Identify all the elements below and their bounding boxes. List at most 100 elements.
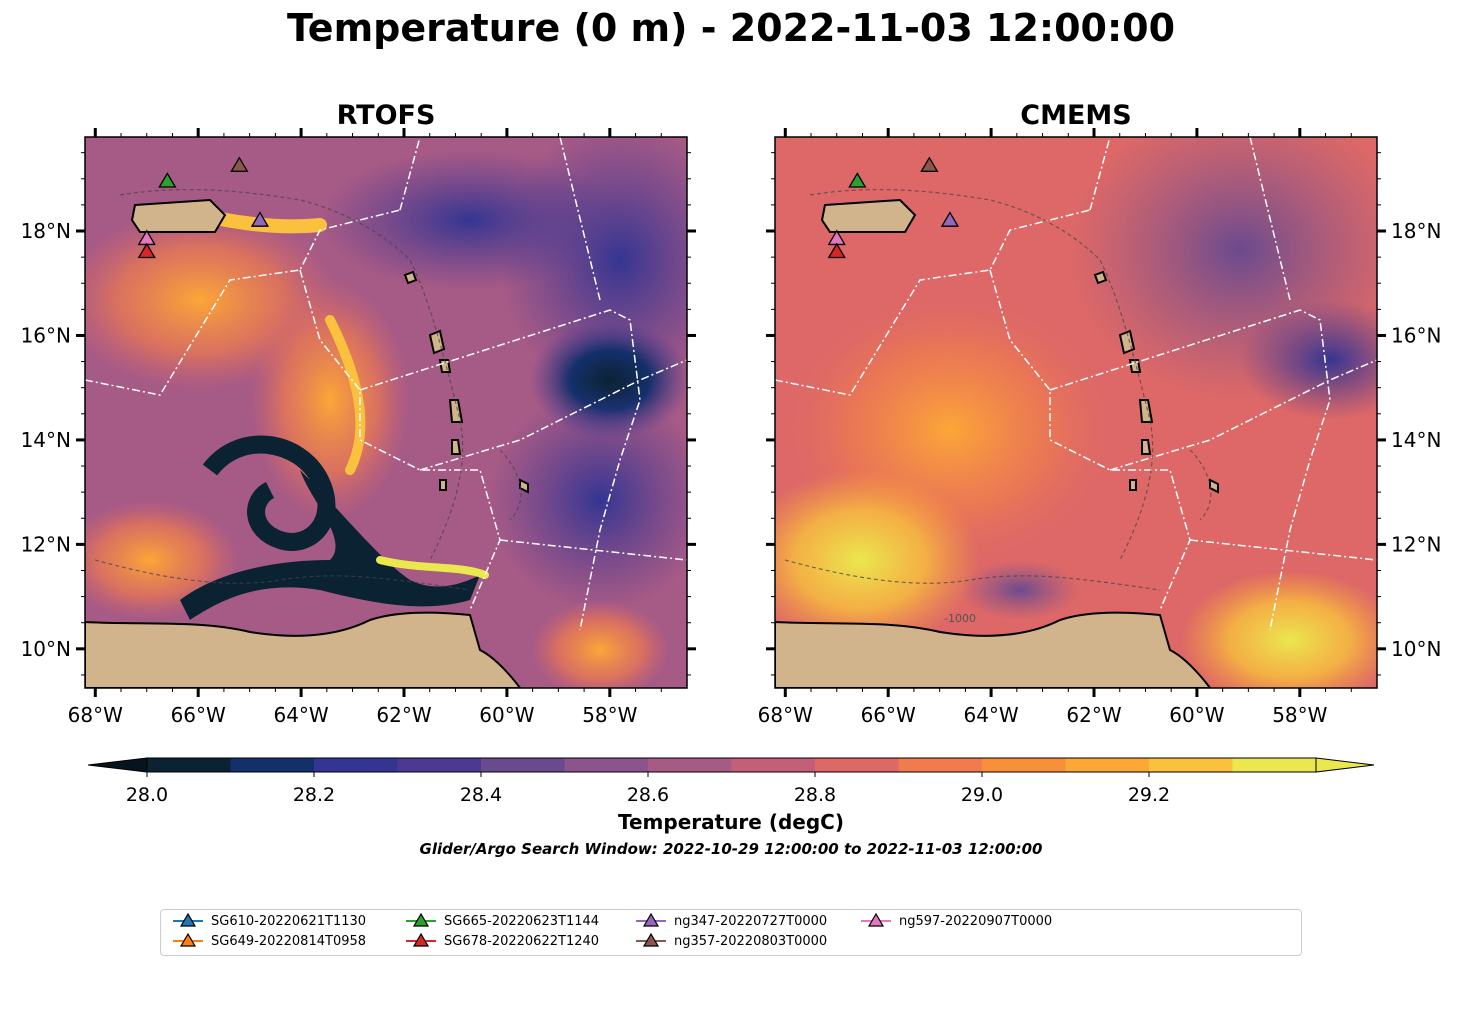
lesser-antilles-land xyxy=(403,270,529,494)
rtofs-warm-streak-central xyxy=(325,315,366,475)
cmems-yellow-southeast xyxy=(1180,570,1377,688)
y-tick-label: 12°N xyxy=(21,532,71,556)
x-tick-label: 64°W xyxy=(273,703,328,727)
legend-entry: SG649-20220814T0958 xyxy=(173,933,366,949)
panel-title-rtofs: RTOFS xyxy=(336,100,436,131)
south-america-land xyxy=(775,611,1212,688)
x-tick-label: 62°W xyxy=(1066,703,1121,727)
legend-entry: SG678-20220622T1240 xyxy=(406,933,599,949)
legend-triangle-icon xyxy=(636,933,666,947)
legend-entry: SG665-20220623T1144 xyxy=(406,913,599,929)
glider-marker xyxy=(250,211,270,227)
y-tick-label: 10°N xyxy=(21,637,71,661)
main-title: Temperature (0 m) - 2022-11-03 12:00:00 xyxy=(286,6,1176,50)
legend-label: ng597-20220907T0000 xyxy=(899,913,1053,929)
x-tick-label: 68°W xyxy=(758,703,813,727)
puerto-rico-land xyxy=(130,198,227,233)
contour-label: -1000 xyxy=(944,612,976,625)
legend-triangle-icon xyxy=(636,913,666,927)
colorbar-bin xyxy=(982,758,1066,772)
legend-entry: ng347-20220727T0000 xyxy=(636,913,827,929)
colorbar-bin xyxy=(648,758,732,772)
x-tick-label: 68°W xyxy=(68,703,123,727)
south-america-land xyxy=(85,611,522,688)
bathymetry-contours-cmems xyxy=(784,188,1212,591)
colorbar-bin xyxy=(481,758,565,772)
legend-triangle-icon xyxy=(406,933,436,947)
land-rtofs xyxy=(85,198,529,688)
colorbar-bin xyxy=(898,758,983,772)
legend-label: SG665-20220623T1144 xyxy=(444,913,600,929)
y-tick-label: 10°N xyxy=(1391,637,1441,661)
colorbar: 28.0 28.2 28.4 28.6 28.8 29.0 29.2 xyxy=(87,757,1375,806)
rtofs-cool-southeast xyxy=(490,390,687,610)
legend-triangle-icon xyxy=(173,913,203,927)
legend-entry: SG610-20220621T1130 xyxy=(173,913,366,929)
colorbar-bin xyxy=(147,758,231,772)
colorbar-tick-label: 28.8 xyxy=(794,784,836,806)
colorbar-tick-label: 29.2 xyxy=(1128,784,1170,806)
colorbar-bin xyxy=(815,758,899,772)
axis-ticks: 68°W 66°W 64°W 62°W 60°W 58°W 18°N 16°N 14°N 12°N… xyxy=(21,128,1441,727)
colorbar-bin xyxy=(1232,758,1317,772)
rtofs-frame xyxy=(84,136,688,689)
colorbar-label: Temperature (degC) xyxy=(618,810,844,834)
colorbar-bin xyxy=(1065,758,1150,772)
legend-entry: ng357-20220803T0000 xyxy=(636,933,827,949)
eez-boundaries-cmems xyxy=(775,137,1377,631)
glider-marker xyxy=(230,156,249,172)
colorbar-frame xyxy=(146,757,1317,773)
y-tick-label: 16°N xyxy=(21,323,71,347)
bathymetry-contours-rtofs xyxy=(94,188,522,591)
y-tick-label: 18°N xyxy=(21,219,71,243)
x-tick-label: 58°W xyxy=(582,703,637,727)
rtofs-map xyxy=(85,137,687,688)
glider-marker xyxy=(158,172,177,188)
colorbar-bin xyxy=(230,758,315,772)
glider-marker xyxy=(940,211,960,227)
glider-marker xyxy=(920,156,939,172)
colorbar-extend-max xyxy=(1315,757,1375,773)
legend-label: SG678-20220622T1240 xyxy=(444,933,600,949)
legend-label: SG649-20220814T0958 xyxy=(211,933,367,949)
land-cmems xyxy=(775,198,1219,688)
glider-marker xyxy=(137,242,156,259)
colorbar-bin xyxy=(1149,758,1233,772)
lesser-antilles-land xyxy=(1093,270,1219,494)
x-tick-label: 64°W xyxy=(963,703,1018,727)
legend-entry: ng597-20220907T0000 xyxy=(861,913,1052,929)
y-tick-label: 14°N xyxy=(1391,428,1441,452)
colorbar-extend-min xyxy=(87,757,148,773)
rtofs-warm-streak-south xyxy=(376,556,489,579)
rtofs-warm-southeast xyxy=(530,600,670,688)
legend-triangle-icon xyxy=(861,913,891,927)
search-window-text: Glider/Argo Search Window: 2022-10-29 12… xyxy=(419,840,1043,858)
cmems-yellow-southwest xyxy=(775,470,980,650)
glider-marker xyxy=(827,242,846,259)
legend: SG610-20220621T1130 SG649-20220814T0958 … xyxy=(160,909,1302,956)
panel-title-cmems: CMEMS xyxy=(1020,100,1132,131)
x-tick-label: 60°W xyxy=(1169,703,1224,727)
y-tick-label: 12°N xyxy=(1391,532,1441,556)
x-tick-label: 62°W xyxy=(376,703,431,727)
puerto-rico-land xyxy=(820,198,917,233)
legend-label: SG610-20220621T1130 xyxy=(211,913,367,929)
colorbar-bin xyxy=(731,758,816,772)
y-tick-label: 16°N xyxy=(1391,323,1441,347)
x-tick-label: 66°W xyxy=(171,703,226,727)
legend-label: ng347-20220727T0000 xyxy=(674,913,828,929)
x-tick-label: 60°W xyxy=(479,703,534,727)
colorbar-bin xyxy=(397,758,482,772)
rtofs-eddy-swirl xyxy=(202,435,336,551)
colorbar-tick-label: 28.6 xyxy=(627,784,669,806)
x-tick-label: 66°W xyxy=(861,703,916,727)
colorbar-bin xyxy=(564,758,649,772)
cmems-cool-south xyxy=(960,560,1080,620)
eez-boundaries-rtofs xyxy=(85,137,687,631)
cmems-frame xyxy=(774,136,1378,689)
rtofs-cool-north xyxy=(320,150,620,290)
legend-triangle-icon xyxy=(406,913,436,927)
colorbar-tick-label: 29.0 xyxy=(961,784,1003,806)
legend-triangle-icon xyxy=(173,933,203,947)
